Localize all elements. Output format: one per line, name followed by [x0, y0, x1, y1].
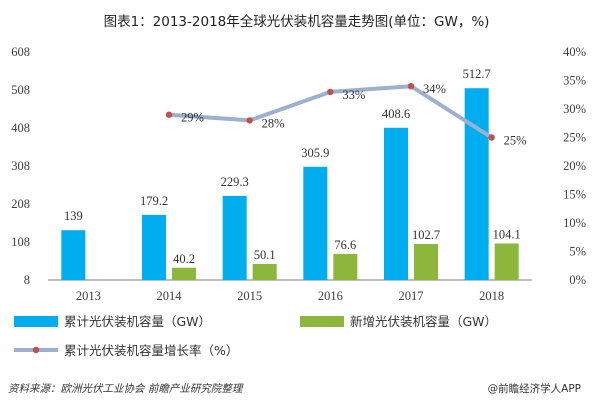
y-left-tick-label: 608 [11, 45, 30, 59]
bar-cumulative [222, 195, 247, 280]
growth-rate-point [246, 117, 253, 124]
y-left-tick-label: 208 [11, 197, 30, 211]
legend-label-cumulative: 累计光伏装机容量（GW） [64, 314, 211, 329]
bar-new [414, 244, 438, 280]
source-note: 资料来源：欧洲光伏工业协会 前瞻产业研究院整理 [8, 383, 243, 395]
bar-new-label: 50.1 [254, 248, 276, 262]
x-tick-label: 2018 [479, 289, 504, 303]
bar-new [333, 253, 358, 280]
bar-cumulative-label: 408.6 [382, 107, 410, 121]
growth-rate-label: 33% [342, 88, 365, 102]
growth-rate-label: 25% [504, 134, 527, 148]
bar-cumulative [384, 127, 408, 280]
chart-axes: 8 108 208 308 408 508 608 0% 5% 10% 15% 20% 25% 30% 35… [11, 45, 586, 303]
brand-credit: @前瞻经济学人APP [487, 383, 581, 395]
y-right-tick-label: 0% [569, 273, 586, 287]
bar-cumulative-label: 229.3 [221, 175, 249, 189]
growth-rate-point [488, 134, 495, 141]
growth-rate-point [327, 88, 334, 96]
bar-cumulative [61, 230, 86, 280]
y-left-tick-label: 8 [24, 273, 30, 287]
growth-rate-label: 34% [423, 82, 446, 96]
bar-new [172, 267, 196, 280]
chart-title: 图表1：2013-2018年全球光伏装机容量走势图(单位：GW，%) [103, 14, 490, 30]
bar-cumulative-label: 512.7 [463, 67, 491, 81]
y-left-tick-label: 508 [11, 83, 30, 97]
bar-cumulative [303, 166, 328, 280]
x-tick-label: 2013 [76, 289, 101, 303]
growth-rate-point [165, 111, 173, 118]
legend-label-growth: 累计光伏装机容量增长率（%） [64, 343, 238, 358]
y-right-tick-label: 30% [563, 102, 586, 116]
bar-cumulative [464, 88, 489, 281]
y-right-tick-label: 40% [563, 45, 586, 59]
growth-rate-label: 29% [181, 111, 204, 125]
bar-cumulative [142, 214, 166, 280]
chart-line-layer [165, 83, 495, 141]
growth-rate-label: 28% [262, 116, 285, 130]
bar-new-label: 104.1 [493, 227, 521, 241]
bar-cumulative-label: 305.9 [301, 146, 329, 160]
legend-label-new: 新增光伏装机容量（GW） [350, 314, 497, 329]
growth-rate-point [407, 83, 415, 90]
bar-new-label: 76.6 [334, 238, 356, 252]
bar-cumulative-label: 179.2 [140, 194, 168, 208]
legend-swatch-cumulative [14, 316, 58, 327]
bar-cumulative-label: 139 [64, 209, 83, 223]
y-right-tick-label: 35% [563, 74, 586, 88]
bar-new-label: 40.2 [173, 252, 195, 266]
chart-data-labels: 139 179.2 229.3 305.9 408.6 512.7 40.2 50.1 76.6… [64, 67, 527, 266]
bar-new [252, 264, 277, 280]
chart-legend: 累计光伏装机容量（GW） 新增光伏装机容量（GW） 累计光伏装机容量增长率（%） [14, 314, 497, 358]
y-right-tick-label: 20% [563, 159, 586, 173]
bar-new-label: 102.7 [412, 228, 440, 242]
chart-bars [61, 88, 519, 281]
y-left-tick-label: 408 [11, 121, 30, 135]
bar-new [494, 243, 519, 280]
x-tick-label: 2017 [399, 289, 424, 303]
legend-marker-growth [32, 346, 40, 354]
x-tick-label: 2016 [318, 289, 343, 303]
y-left-tick-label: 108 [11, 235, 30, 249]
y-left-tick-label: 308 [11, 159, 30, 173]
y-right-tick-label: 10% [563, 216, 586, 230]
y-right-tick-label: 5% [569, 245, 586, 259]
x-tick-label: 2014 [157, 289, 183, 303]
x-tick-label: 2015 [237, 289, 262, 303]
y-right-tick-label: 15% [563, 188, 586, 202]
legend-swatch-new [300, 316, 344, 327]
y-right-tick-label: 25% [563, 131, 586, 145]
